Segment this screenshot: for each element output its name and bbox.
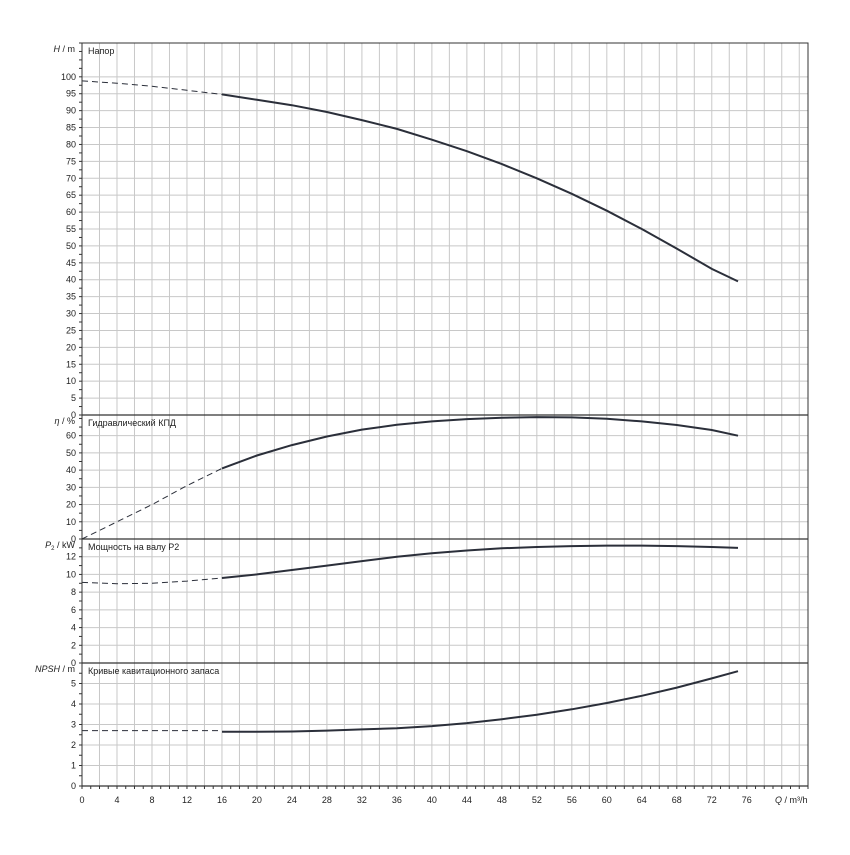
y-tick-label: 65 bbox=[66, 190, 76, 200]
panel-4: 0 1 2 3 4 5 NPSH / m Кривые кавитационного запа… bbox=[35, 662, 808, 791]
y-tick-label: 2 bbox=[71, 740, 76, 750]
y-axis-unit: / m bbox=[60, 664, 75, 674]
y-tick-label: 70 bbox=[66, 173, 76, 183]
x-tick-label: 12 bbox=[182, 795, 192, 805]
x-tick-label: 28 bbox=[322, 795, 332, 805]
y-axis-variable: P bbox=[45, 540, 51, 550]
x-tick-label: 40 bbox=[427, 795, 437, 805]
y-tick-label: 60 bbox=[66, 207, 76, 217]
y-axis-unit: / m bbox=[60, 44, 75, 54]
panel-title: Мощность на валу P2 bbox=[88, 542, 179, 552]
panel-title: Напор bbox=[88, 46, 114, 56]
curve-dashed-segment bbox=[81, 577, 223, 585]
y-axis-variable: η bbox=[54, 416, 59, 426]
y-tick-label: 35 bbox=[66, 292, 76, 302]
y-tick-label: 50 bbox=[66, 448, 76, 458]
y-tick-label: 10 bbox=[66, 376, 76, 386]
y-tick-label: 2 bbox=[71, 640, 76, 650]
y-tick-label: 4 bbox=[71, 699, 76, 709]
y-tick-label: 0 bbox=[71, 781, 76, 791]
y-tick-label: 8 bbox=[71, 587, 76, 597]
x-tick-label: 56 bbox=[567, 795, 577, 805]
x-tick-label: 4 bbox=[114, 795, 119, 805]
x-axis-label: Q / m³/h bbox=[775, 795, 808, 805]
y-tick-label: 5 bbox=[71, 393, 76, 403]
curve-solid-segment bbox=[221, 544, 739, 579]
y-axis-unit: / % bbox=[59, 416, 75, 426]
y-tick-label: 0 bbox=[71, 410, 76, 420]
y-tick-label: 25 bbox=[66, 325, 76, 335]
y-tick-label: 40 bbox=[66, 465, 76, 475]
curve-dashed-segment bbox=[81, 467, 223, 540]
y-axis-unit: / kW bbox=[55, 540, 76, 550]
x-tick-label: 52 bbox=[532, 795, 542, 805]
panel-title: Кривые кавитационного запаса bbox=[88, 666, 219, 676]
curve-solid-segment bbox=[222, 670, 739, 733]
plot-frame bbox=[81, 42, 809, 787]
x-tick-label: 60 bbox=[602, 795, 612, 805]
curve-dashed-segment bbox=[81, 80, 223, 95]
x-tick-label: 0 bbox=[79, 795, 84, 805]
x-tick-label: 72 bbox=[707, 795, 717, 805]
y-tick-label: 0 bbox=[71, 658, 76, 668]
y-tick-label: 85 bbox=[66, 123, 76, 133]
panel-1: 0 5 10 15 20 25 30 35 40 45 50 55 60 65 70 75 80 85 90 95 10… bbox=[54, 42, 808, 420]
y-tick-label: 5 bbox=[71, 679, 76, 689]
x-tick-label: 8 bbox=[149, 795, 154, 805]
x-tick-label: 64 bbox=[637, 795, 647, 805]
x-tick-label: 48 bbox=[497, 795, 507, 805]
x-tick-label: 76 bbox=[742, 795, 752, 805]
y-tick-label: 95 bbox=[66, 89, 76, 99]
curve-solid-segment bbox=[221, 416, 739, 470]
x-tick-label: 36 bbox=[392, 795, 402, 805]
y-axis-variable: NPSH bbox=[35, 664, 61, 674]
y-tick-label: 90 bbox=[66, 106, 76, 116]
y-tick-label: 6 bbox=[71, 605, 76, 615]
y-tick-label: 60 bbox=[66, 431, 76, 441]
x-axis: 0 4 8 12 16 20 24 28 32 36 40 44 48 52 56 60 64 68 72 76 Q /… bbox=[79, 786, 809, 805]
y-axis-label: η / % bbox=[54, 416, 75, 426]
y-tick-label: 3 bbox=[71, 720, 76, 730]
y-axis-label: H / m bbox=[54, 44, 76, 54]
x-axis-unit: / m³/h bbox=[782, 795, 808, 805]
y-axis-label: P2 / kW bbox=[45, 540, 75, 552]
x-axis-variable: Q bbox=[775, 795, 782, 805]
x-tick-label: 20 bbox=[252, 795, 262, 805]
y-tick-label: 100 bbox=[61, 72, 76, 82]
y-tick-label: 45 bbox=[66, 258, 76, 268]
panel-title: Гидравлический КПД bbox=[88, 418, 176, 428]
curve-solid-segment bbox=[221, 93, 739, 283]
x-tick-label: 16 bbox=[217, 795, 227, 805]
y-tick-label: 20 bbox=[66, 500, 76, 510]
panel-2: 0 10 20 30 40 50 60 η / % Гидравлический КПД bbox=[54, 416, 808, 544]
y-tick-label: 4 bbox=[71, 623, 76, 633]
y-tick-label: 30 bbox=[66, 309, 76, 319]
y-axis-label: NPSH / m bbox=[35, 664, 75, 674]
y-tick-label: 40 bbox=[66, 275, 76, 285]
y-tick-label: 15 bbox=[66, 359, 76, 369]
y-tick-label: 20 bbox=[66, 342, 76, 352]
x-tick-label: 44 bbox=[462, 795, 472, 805]
y-tick-label: 75 bbox=[66, 156, 76, 166]
x-tick-label: 68 bbox=[672, 795, 682, 805]
y-tick-label: 50 bbox=[66, 241, 76, 251]
x-tick-label: 24 bbox=[287, 795, 297, 805]
y-tick-label: 10 bbox=[66, 569, 76, 579]
y-axis-subscript: 2 bbox=[51, 546, 55, 552]
y-axis-variable: H bbox=[54, 44, 61, 54]
y-tick-label: 12 bbox=[66, 552, 76, 562]
y-tick-label: 55 bbox=[66, 224, 76, 234]
y-tick-label: 1 bbox=[71, 761, 76, 771]
y-tick-label: 0 bbox=[71, 534, 76, 544]
y-tick-label: 80 bbox=[66, 139, 76, 149]
y-tick-label: 30 bbox=[66, 482, 76, 492]
y-tick-label: 10 bbox=[66, 517, 76, 527]
x-tick-label: 32 bbox=[357, 795, 367, 805]
